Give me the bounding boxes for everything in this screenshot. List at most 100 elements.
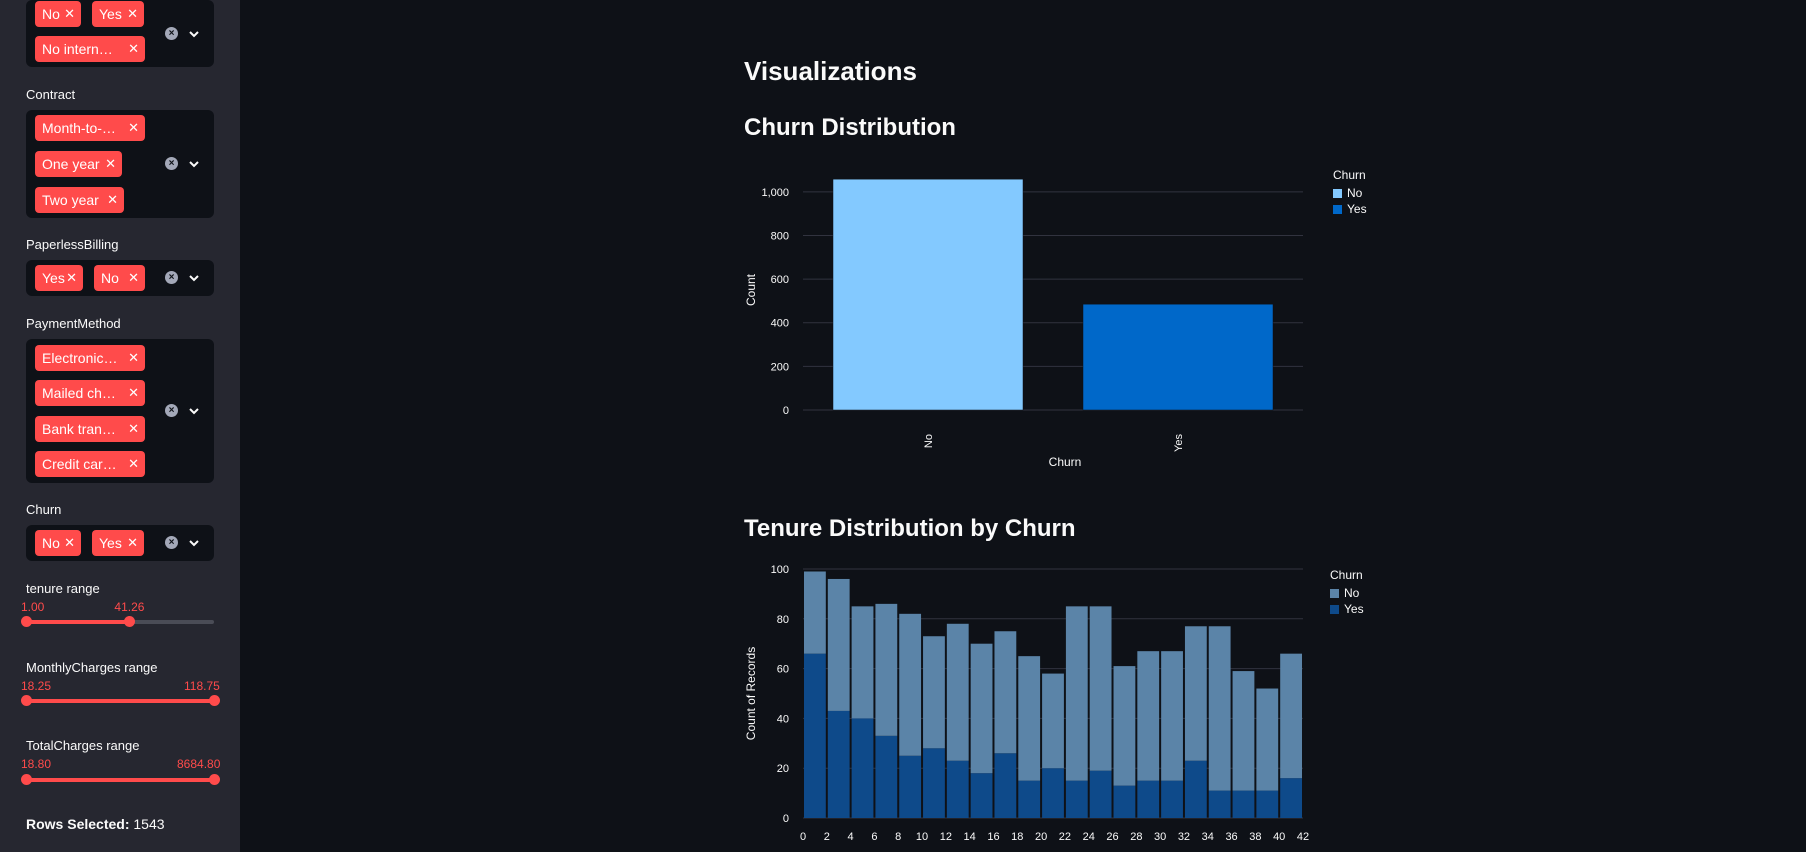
x-tick-label: 16	[987, 831, 999, 843]
tag-label: No	[42, 6, 60, 22]
bar-no	[1113, 666, 1136, 786]
bar-no	[1161, 651, 1183, 781]
bar-no	[804, 571, 826, 654]
slider-track-tenure[interactable]	[26, 620, 214, 624]
rows-selected-label: Rows Selected:	[26, 816, 130, 832]
churn-distribution-chart[interactable]: 0 200 400 600 800 1,000 No Yes Churn Count Churn No…	[740, 160, 1420, 475]
bar-yes	[1065, 780, 1088, 818]
x-tick-label: 0	[800, 831, 806, 843]
x-tick-label: 4	[848, 831, 854, 843]
tag-payment-0[interactable]: Electronic… ✕	[35, 345, 145, 371]
bar-yes	[923, 748, 945, 818]
x-tick-label: 34	[1202, 831, 1214, 843]
tag-paperless-1[interactable]: No ✕	[94, 265, 145, 291]
slider-fill	[26, 620, 130, 624]
remove-tag-icon[interactable]: ✕	[128, 456, 139, 471]
bar-yes	[1089, 770, 1112, 818]
bar-yes	[1082, 303, 1274, 411]
remove-tag-icon[interactable]: ✕	[107, 192, 118, 207]
slider-handle-low[interactable]	[21, 774, 32, 785]
clear-all-icon[interactable]: ×	[165, 26, 178, 40]
tag-contract-2[interactable]: Two year ✕	[35, 187, 124, 213]
chart2-title: Tenure Distribution by Churn	[744, 515, 1076, 542]
remove-tag-icon[interactable]: ✕	[127, 6, 138, 21]
remove-tag-icon[interactable]: ✕	[64, 6, 75, 21]
slider-handle-high[interactable]	[209, 774, 220, 785]
remove-tag-icon[interactable]: ✕	[128, 385, 139, 400]
chevron-down-icon[interactable]	[187, 404, 201, 418]
y-tick-label: 0	[783, 405, 789, 417]
x-tick-label: 20	[1035, 831, 1047, 843]
remove-tag-icon[interactable]: ✕	[127, 535, 138, 550]
bar-yes	[970, 773, 993, 818]
multiselect-filter_top[interactable]: No ✕ Yes ✕ No intern… ✕ ×	[26, 0, 214, 67]
tag-filter_top-0[interactable]: No ✕	[35, 1, 81, 27]
chevron-down-icon[interactable]	[187, 157, 201, 171]
slider-track-monthly[interactable]	[26, 699, 214, 703]
multiselect-churn[interactable]: No ✕ Yes ✕ ×	[26, 525, 214, 561]
clear-all-icon[interactable]: ×	[165, 404, 178, 417]
chevron-down-icon[interactable]	[187, 271, 201, 285]
y-axis-label: Count	[744, 273, 758, 306]
tag-label: Bank tran…	[42, 421, 116, 437]
legend-swatch	[1330, 605, 1339, 614]
remove-tag-icon[interactable]: ✕	[128, 270, 139, 285]
x-tick-label: 28	[1130, 831, 1142, 843]
bar-no	[1065, 606, 1088, 781]
tag-label: Electronic…	[42, 350, 118, 366]
bar-yes	[875, 735, 898, 818]
clear-all-icon[interactable]: ×	[165, 271, 178, 284]
label-total: TotalCharges range	[26, 738, 140, 753]
y-tick-label: 1,000	[761, 187, 789, 199]
bar-no	[851, 606, 874, 719]
bar-no	[1089, 606, 1112, 771]
remove-tag-icon[interactable]: ✕	[128, 120, 139, 135]
remove-tag-icon[interactable]: ✕	[128, 350, 139, 365]
remove-tag-icon[interactable]: ✕	[66, 270, 77, 285]
tag-filter_top-2[interactable]: No intern… ✕	[35, 36, 145, 62]
slider-handle-high[interactable]	[124, 616, 136, 627]
slider-handle-high[interactable]	[209, 695, 220, 706]
tag-paperless-0[interactable]: Yes ✕	[35, 265, 83, 291]
chevron-down-icon[interactable]	[187, 27, 201, 41]
multiselect-contract[interactable]: Month-to-… ✕ One year ✕ Two year ✕ ×	[26, 110, 214, 218]
tag-churn-1[interactable]: Yes ✕	[92, 530, 144, 556]
slider-handle-low[interactable]	[21, 695, 32, 706]
tag-payment-2[interactable]: Bank tran… ✕	[35, 416, 145, 442]
tag-contract-0[interactable]: Month-to-… ✕	[35, 115, 145, 141]
tag-filter_top-1[interactable]: Yes ✕	[92, 1, 144, 27]
clear-all-icon[interactable]: ×	[165, 536, 178, 549]
tag-churn-0[interactable]: No ✕	[35, 530, 81, 556]
tag-contract-1[interactable]: One year ✕	[35, 151, 122, 177]
bar-yes	[827, 710, 850, 818]
multiselect-paperless[interactable]: Yes ✕ No ✕ ×	[26, 260, 214, 296]
x-tick-label: 8	[895, 831, 901, 843]
remove-tag-icon[interactable]: ✕	[128, 421, 139, 436]
tag-payment-1[interactable]: Mailed ch… ✕	[35, 380, 145, 406]
remove-tag-icon[interactable]: ✕	[128, 41, 139, 56]
chevron-down-icon[interactable]	[187, 536, 201, 550]
x-tick-label: 26	[1106, 831, 1118, 843]
label-contract: Contract	[26, 87, 76, 102]
bar-no	[1042, 673, 1064, 769]
x-tick-label: 32	[1178, 831, 1190, 843]
y-tick-label: 80	[777, 614, 789, 626]
x-tick-label: Yes	[1173, 434, 1185, 452]
bar-yes	[899, 755, 922, 818]
slider-track-total[interactable]	[26, 778, 214, 782]
clear-all-icon[interactable]: ×	[165, 157, 178, 170]
multiselect-payment[interactable]: Electronic… ✕ Mailed ch… ✕ Bank tran… ✕ Credit…	[26, 339, 214, 483]
tag-label: Month-to-…	[42, 120, 116, 136]
remove-tag-icon[interactable]: ✕	[105, 156, 116, 171]
slider-max-value: 118.75	[184, 679, 220, 693]
slider-handle-low[interactable]	[21, 616, 32, 627]
bar-yes	[1113, 785, 1136, 818]
bar-no	[875, 603, 898, 736]
x-tick-label: 38	[1249, 831, 1261, 843]
tag-label: Credit car…	[42, 456, 117, 472]
tag-payment-3[interactable]: Credit car… ✕	[35, 451, 145, 477]
bar-no	[1137, 651, 1160, 781]
legend-title: Churn	[1330, 568, 1363, 582]
remove-tag-icon[interactable]: ✕	[64, 535, 75, 550]
